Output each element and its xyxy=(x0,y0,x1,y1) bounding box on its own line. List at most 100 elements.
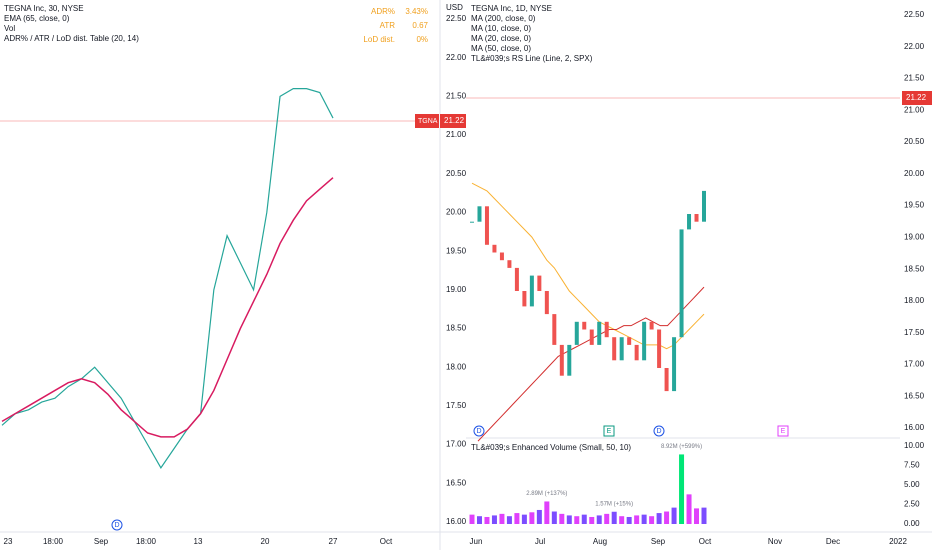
candle xyxy=(470,221,474,223)
volume-bar xyxy=(521,514,527,524)
candle xyxy=(589,329,594,345)
y-tick-label: 17.50 xyxy=(904,328,925,337)
volume-bar xyxy=(634,515,640,524)
event-marker xyxy=(653,425,665,437)
x-tick-label: Sep xyxy=(651,537,666,546)
x-tick-label: 18:00 xyxy=(43,537,64,546)
x-tick-label: Oct xyxy=(380,537,393,546)
legend-item: EMA (65, close, 0) xyxy=(4,14,70,23)
x-tick-label: 27 xyxy=(329,537,338,546)
event-marker xyxy=(603,425,615,437)
candle xyxy=(612,337,617,361)
x-tick-label: Jul xyxy=(535,537,545,546)
volume-bar xyxy=(529,512,535,524)
y-tick-label: 16.00 xyxy=(446,517,467,526)
y-tick-label: 20.50 xyxy=(904,137,925,146)
x-tick-label: Dec xyxy=(826,537,840,546)
candle xyxy=(642,321,647,361)
y-tick-label: 16.50 xyxy=(904,391,925,400)
event-label: E xyxy=(607,428,612,435)
volume-bar xyxy=(566,515,572,524)
candle xyxy=(694,214,699,222)
legend-item: Vol xyxy=(4,24,15,33)
y-tick-label: 19.50 xyxy=(904,201,925,210)
candle xyxy=(627,337,632,345)
candle xyxy=(664,368,669,392)
volume-bar xyxy=(499,513,505,524)
x-tick-label: 2022 xyxy=(889,537,907,546)
legend-item: TL&#039;s RS Line (Line, 2, SPX) xyxy=(471,54,593,63)
volume-bar xyxy=(476,516,482,524)
y-tick-label: 16.50 xyxy=(446,478,467,487)
legend-item: TEGNA Inc, 30, NYSE xyxy=(4,4,84,13)
y-tick-label: 18.00 xyxy=(446,362,467,371)
candle xyxy=(604,321,609,338)
volume-bar xyxy=(611,511,617,524)
price-tag xyxy=(415,114,439,128)
volume-bar xyxy=(544,501,550,524)
candle xyxy=(619,337,624,361)
y-tick-label: 17.00 xyxy=(904,360,925,369)
volume-bar xyxy=(551,511,557,524)
y-tick-label: 22.50 xyxy=(446,14,467,23)
y-tick-label: 18.00 xyxy=(904,296,925,305)
volume-bar xyxy=(491,515,497,524)
unit: USD xyxy=(446,3,463,12)
volume-bar xyxy=(641,514,647,524)
volume-legend: TL&#039;s Enhanced Volume (Small, 50, 10… xyxy=(471,443,631,452)
x-tick-label: 20 xyxy=(261,537,270,546)
event-label: D xyxy=(114,522,119,529)
candle xyxy=(544,291,549,315)
y-tick-label: 18.50 xyxy=(904,264,925,273)
price-tag xyxy=(440,114,466,128)
table-label: ATR xyxy=(380,21,396,30)
legend-item: ADR% / ATR / LoD dist. Table (20, 14) xyxy=(4,34,139,43)
candle xyxy=(657,329,662,368)
legend-item: TEGNA Inc, 1D, NYSE xyxy=(471,4,552,13)
volume-bar xyxy=(694,508,700,524)
y-tick-label: 22.00 xyxy=(446,53,467,62)
x-tick-label: Aug xyxy=(593,537,607,546)
price-tag xyxy=(902,91,932,105)
candle xyxy=(582,321,587,330)
y-tick-label: 22.50 xyxy=(904,10,925,19)
candle xyxy=(477,206,482,222)
volume-bar xyxy=(604,513,610,524)
y-tick-label: 21.50 xyxy=(904,74,925,83)
price-symbol: TGNA xyxy=(418,118,438,125)
x-tick-label: 13 xyxy=(194,537,203,546)
y-tick-label: 20.00 xyxy=(904,169,925,178)
volume-bar xyxy=(469,514,475,524)
y-tick-label: 21.00 xyxy=(904,105,925,114)
event-label: E xyxy=(781,428,786,435)
volume-bar xyxy=(536,509,542,524)
y-tick-label: 16.00 xyxy=(904,423,925,432)
candle xyxy=(514,267,519,291)
candle xyxy=(552,314,557,345)
volume-bar xyxy=(619,516,625,524)
candle xyxy=(559,344,564,376)
candle xyxy=(672,337,677,392)
volume-annotation: 1.57M (+15%) xyxy=(595,501,633,507)
volume-bar xyxy=(701,507,707,524)
y-tick-label: 20.50 xyxy=(446,169,467,178)
candle xyxy=(529,275,534,307)
candle xyxy=(567,344,572,376)
candle xyxy=(499,252,504,261)
y-tick-label: 19.50 xyxy=(446,246,467,255)
legend-item: MA (50, close, 0) xyxy=(471,44,531,53)
legend-item: MA (20, close, 0) xyxy=(471,34,531,43)
volume-bar xyxy=(664,511,670,524)
event-marker xyxy=(473,425,485,437)
volume-tick-label: 7.50 xyxy=(904,461,920,470)
candle xyxy=(679,229,684,338)
y-tick-label: 21.00 xyxy=(446,130,467,139)
volume-tick-label: 10.00 xyxy=(904,441,925,450)
volume-bar xyxy=(671,507,677,524)
volume-bar xyxy=(559,513,565,524)
volume-tick-label: 0.00 xyxy=(904,519,920,528)
event-marker xyxy=(777,425,789,437)
